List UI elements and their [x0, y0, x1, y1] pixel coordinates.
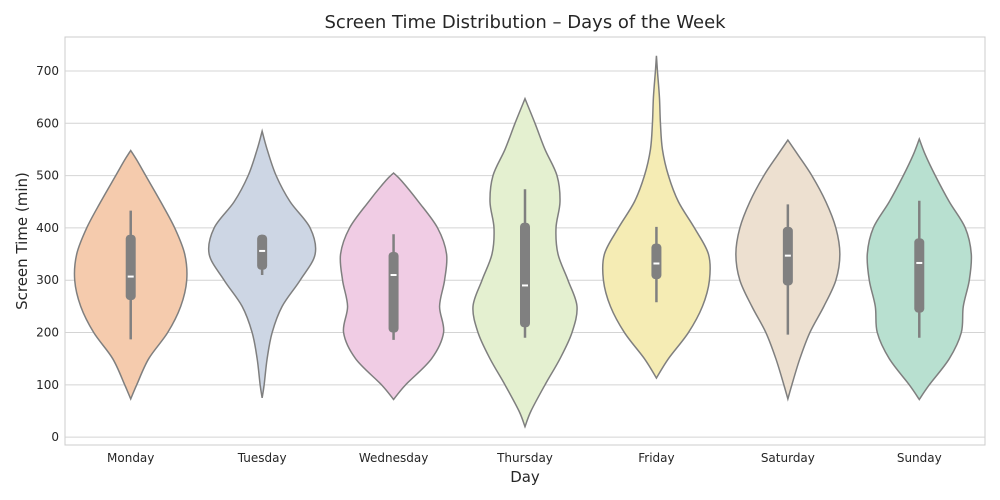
violin-iqr-box: [914, 238, 925, 313]
violin-saturday: [735, 138, 841, 402]
violin-tuesday: [207, 128, 317, 399]
x-tick-label: Monday: [107, 451, 154, 465]
x-tick-label: Sunday: [897, 451, 942, 465]
violins: [73, 55, 973, 429]
y-tick-label: 200: [36, 326, 59, 340]
y-axis-ticks: 0 100 200 300 400 500 600 700: [36, 64, 59, 444]
violin-iqr-box: [257, 234, 268, 270]
violin-friday: [601, 55, 711, 380]
x-tick-label: Saturday: [761, 451, 815, 465]
x-axis-ticks: Monday Tuesday Wednesday Thursday Friday Satu…: [107, 451, 942, 465]
x-axis-label: Day: [510, 468, 540, 486]
y-axis-label: Screen Time (min): [13, 172, 31, 310]
violin-body: [601, 55, 711, 380]
violin-wednesday: [339, 171, 448, 401]
violin-iqr-box: [520, 222, 530, 328]
violin-iqr-box: [651, 243, 662, 280]
violin-iqr-box: [125, 234, 136, 301]
violin-monday: [73, 149, 188, 401]
x-tick-label: Friday: [638, 451, 674, 465]
violin-thursday: [472, 96, 578, 429]
violin-iqr-box: [388, 251, 399, 333]
y-tick-label: 400: [36, 221, 59, 235]
y-tick-label: 700: [36, 64, 59, 78]
x-tick-label: Wednesday: [359, 451, 428, 465]
violin-sunday: [866, 136, 973, 401]
y-tick-label: 500: [36, 169, 59, 183]
y-tick-label: 300: [36, 273, 59, 287]
y-tick-label: 0: [51, 430, 59, 444]
x-tick-label: Tuesday: [237, 451, 287, 465]
y-tick-label: 100: [36, 378, 59, 392]
x-tick-label: Thursday: [496, 451, 553, 465]
chart-title: Screen Time Distribution – Days of the W…: [324, 12, 726, 33]
y-tick-label: 600: [36, 116, 59, 130]
